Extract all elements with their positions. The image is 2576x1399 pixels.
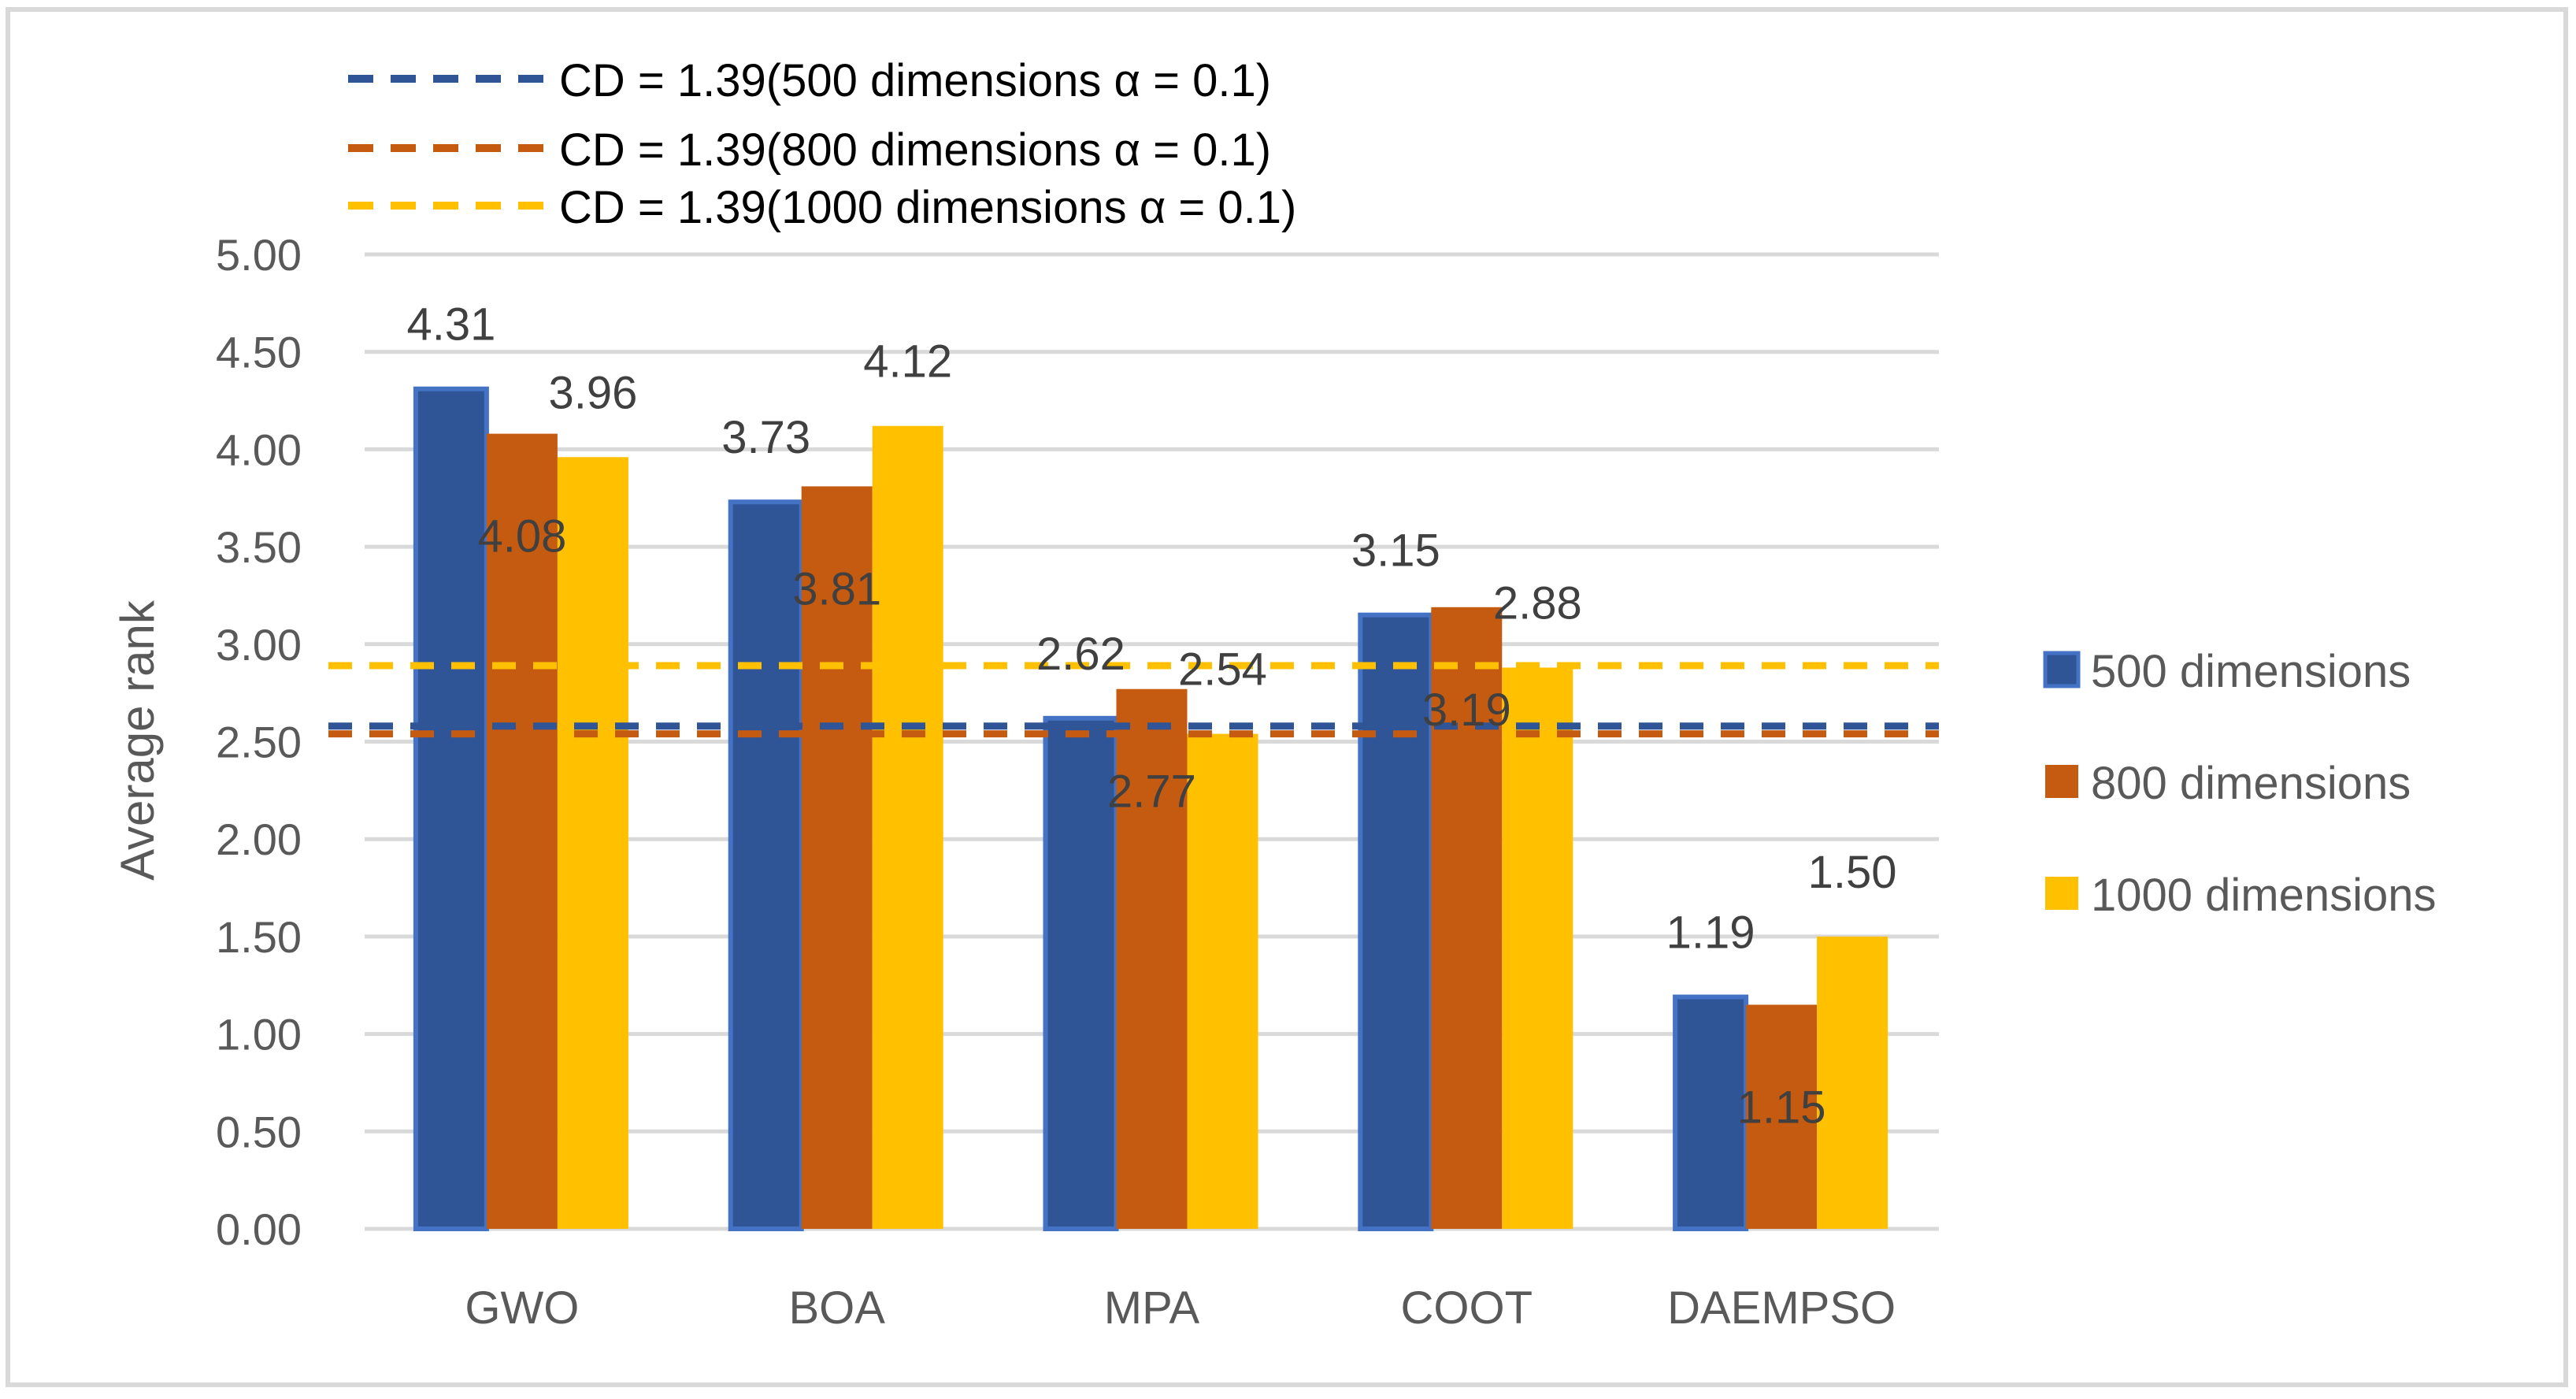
bar — [557, 457, 628, 1229]
legend-entry-label: 800 dimensions — [2091, 758, 2411, 809]
data-label: 3.81 — [792, 563, 881, 614]
data-label: 3.15 — [1351, 525, 1440, 577]
bar — [728, 499, 804, 1231]
bar — [801, 486, 873, 1229]
bar — [413, 386, 489, 1231]
y-tick-label: 3.50 — [216, 522, 302, 572]
legend-entry-label: 1000 dimensions — [2091, 870, 2437, 921]
bar — [1431, 607, 1503, 1229]
legend-swatch — [2043, 651, 2081, 688]
bar — [1502, 667, 1573, 1229]
y-axis-label: Average rank — [111, 599, 164, 881]
y-tick-label: 1.00 — [216, 1010, 302, 1059]
x-tick-label: DAEMPSO — [1667, 1282, 1896, 1334]
bar — [1817, 936, 1888, 1229]
y-tick-label: 4.50 — [216, 328, 302, 377]
y-tick-label: 2.00 — [216, 815, 302, 864]
bar — [1187, 733, 1258, 1229]
bar — [872, 425, 943, 1229]
bar — [486, 433, 558, 1229]
legend-entry-label: CD = 1.39(1000 dimensions α = 0.1) — [559, 182, 1296, 233]
y-tick-label: 3.00 — [216, 620, 302, 670]
bar — [1358, 612, 1434, 1231]
bar — [1746, 1004, 1818, 1229]
data-label: 1.50 — [1808, 847, 1897, 898]
data-label: 2.77 — [1107, 766, 1196, 818]
x-tick-label: MPA — [1104, 1282, 1200, 1334]
x-tick-label: COOT — [1401, 1282, 1533, 1334]
data-label: 4.08 — [477, 511, 566, 562]
data-label: 3.73 — [721, 412, 810, 463]
legend-swatch — [2045, 877, 2078, 910]
bar — [1673, 994, 1749, 1231]
legend-entry-label: CD = 1.39(500 dimensions α = 0.1) — [559, 55, 1271, 106]
legend-swatch — [2045, 765, 2078, 798]
bar — [1116, 688, 1188, 1229]
data-label: 3.19 — [1422, 685, 1511, 736]
x-tick-label: BOA — [788, 1282, 885, 1334]
y-tick-label: 0.00 — [216, 1204, 302, 1254]
data-label: 2.88 — [1493, 577, 1582, 629]
data-label: 3.96 — [548, 367, 637, 418]
data-label: 2.62 — [1036, 629, 1125, 680]
y-tick-label: 5.00 — [216, 230, 302, 280]
y-tick-label: 4.00 — [216, 425, 302, 474]
data-label: 4.31 — [406, 299, 495, 351]
legend-entry-label: CD = 1.39(800 dimensions α = 0.1) — [559, 124, 1271, 176]
bar — [1043, 715, 1119, 1231]
data-label: 4.12 — [863, 336, 952, 388]
x-tick-label: GWO — [465, 1282, 579, 1334]
legend-entry-label: 500 dimensions — [2091, 646, 2411, 697]
data-label: 2.54 — [1178, 644, 1267, 696]
y-tick-label: 1.50 — [216, 912, 302, 962]
y-tick-label: 0.50 — [216, 1107, 302, 1156]
data-label: 1.15 — [1737, 1082, 1826, 1133]
y-tick-label: 2.50 — [216, 718, 302, 767]
data-label: 1.19 — [1666, 907, 1755, 959]
